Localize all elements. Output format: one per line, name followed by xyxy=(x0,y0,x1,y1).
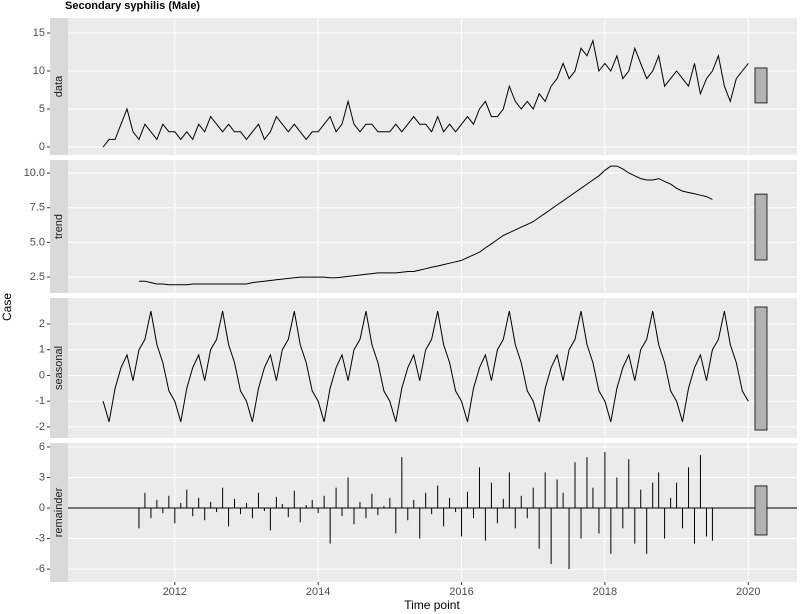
strip xyxy=(50,298,68,438)
strip-label: seasonal xyxy=(53,346,65,390)
y-tick-label: -3 xyxy=(35,532,45,544)
y-tick-label: 3 xyxy=(39,471,45,483)
y-tick-label: 10 xyxy=(33,65,45,77)
y-tick-label: -1 xyxy=(35,395,45,407)
y-tick-label: 7.5 xyxy=(30,202,45,214)
panel-background xyxy=(68,160,797,293)
y-tick-label: -2 xyxy=(35,421,45,433)
strip-label: data xyxy=(53,75,65,97)
strip-label: remainder xyxy=(53,487,65,537)
strip xyxy=(50,18,68,155)
y-tick-label: 5.0 xyxy=(30,236,45,248)
y-tick-label: -6 xyxy=(35,563,45,575)
range-bar xyxy=(754,193,768,261)
y-tick-label: 15 xyxy=(33,27,45,39)
strip xyxy=(50,160,68,293)
chart-title: Secondary syphilis (Male) xyxy=(65,0,200,12)
y-tick-label: 2.5 xyxy=(30,271,45,283)
y-tick-label: 0 xyxy=(39,369,45,381)
y-tick-label: 5 xyxy=(39,103,45,115)
x-tick-label: 2020 xyxy=(736,586,760,598)
x-tick-label: 2014 xyxy=(306,586,330,598)
x-tick-label: 2016 xyxy=(449,586,473,598)
strip-label: trend xyxy=(53,214,65,239)
x-axis-title: Time point xyxy=(404,598,460,612)
x-tick-label: 2018 xyxy=(593,586,617,598)
data-line xyxy=(102,310,749,422)
y-axis-title: Case xyxy=(0,293,14,321)
y-tick-label: 0 xyxy=(39,141,45,153)
y-tick-label: 0 xyxy=(39,502,45,514)
strip xyxy=(50,443,68,582)
y-tick-label: 1 xyxy=(39,344,45,356)
range-bar xyxy=(754,306,768,431)
panel-background xyxy=(68,298,797,438)
y-tick-label: 2 xyxy=(39,318,45,330)
range-bar xyxy=(754,67,768,104)
x-tick-label: 2012 xyxy=(163,586,187,598)
panel-background xyxy=(68,18,797,155)
panel-background xyxy=(68,443,797,582)
y-tick-label: 10.0 xyxy=(24,167,45,179)
data-line xyxy=(102,38,749,148)
range-bar xyxy=(754,485,768,536)
data-line xyxy=(139,165,713,286)
y-tick-label: 6 xyxy=(39,441,45,453)
